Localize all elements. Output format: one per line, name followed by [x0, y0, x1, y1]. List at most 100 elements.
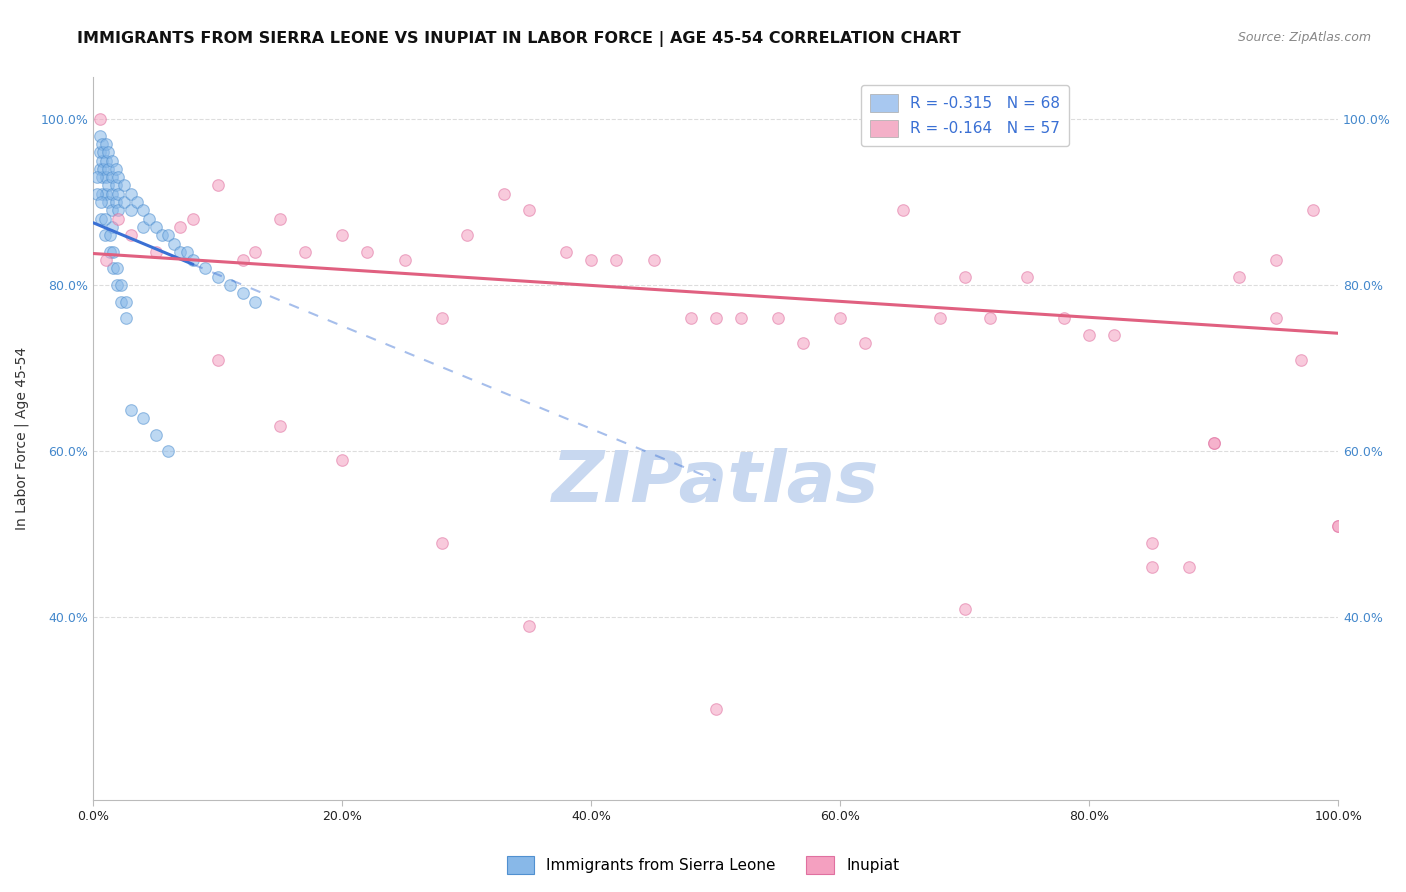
Point — [91, 170, 114, 185]
Point — [953, 602, 976, 616]
Point — [163, 236, 186, 251]
Point — [97, 161, 120, 176]
Point — [107, 170, 129, 185]
Point — [232, 253, 254, 268]
Point — [97, 194, 120, 209]
Point — [114, 178, 136, 193]
Point — [394, 253, 416, 268]
Point — [643, 253, 665, 268]
Point — [91, 136, 114, 151]
Point — [1202, 436, 1225, 450]
Point — [517, 618, 540, 632]
Point — [120, 402, 142, 417]
Point — [104, 178, 127, 193]
Point — [93, 228, 115, 243]
Point — [1140, 560, 1163, 574]
Point — [94, 136, 117, 151]
Point — [114, 294, 136, 309]
Text: Source: ZipAtlas.com: Source: ZipAtlas.com — [1237, 31, 1371, 45]
Legend: Immigrants from Sierra Leone, Inupiat: Immigrants from Sierra Leone, Inupiat — [501, 850, 905, 880]
Point — [704, 702, 727, 716]
Point — [120, 228, 142, 243]
Point — [90, 211, 112, 226]
Point — [181, 253, 204, 268]
Point — [219, 278, 242, 293]
Point — [356, 244, 378, 259]
Point — [1289, 352, 1312, 367]
Point — [114, 311, 136, 326]
Point — [91, 186, 114, 201]
Point — [107, 203, 129, 218]
Point — [207, 178, 229, 193]
Point — [145, 427, 167, 442]
Point — [194, 261, 217, 276]
Point — [120, 186, 142, 201]
Point — [430, 311, 453, 326]
Point — [1015, 269, 1038, 284]
Point — [294, 244, 316, 259]
Point — [101, 170, 124, 185]
Point — [132, 411, 155, 425]
Point — [953, 269, 976, 284]
Point — [132, 219, 155, 234]
Point — [207, 352, 229, 367]
Point — [1265, 311, 1288, 326]
Point — [86, 186, 108, 201]
Point — [243, 244, 266, 259]
Point — [145, 244, 167, 259]
Point — [555, 244, 578, 259]
Point — [98, 228, 121, 243]
Text: ZIPatlas: ZIPatlas — [553, 448, 880, 516]
Point — [120, 203, 142, 218]
Point — [766, 311, 789, 326]
Point — [86, 170, 108, 185]
Point — [330, 228, 353, 243]
Point — [110, 294, 132, 309]
Legend: R = -0.315   N = 68, R = -0.164   N = 57: R = -0.315 N = 68, R = -0.164 N = 57 — [860, 85, 1069, 146]
Point — [103, 261, 125, 276]
Point — [1178, 560, 1201, 574]
Text: IMMIGRANTS FROM SIERRA LEONE VS INUPIAT IN LABOR FORCE | AGE 45-54 CORRELATION C: IMMIGRANTS FROM SIERRA LEONE VS INUPIAT … — [77, 31, 962, 47]
Point — [456, 228, 478, 243]
Point — [91, 153, 114, 168]
Point — [928, 311, 950, 326]
Point — [169, 244, 191, 259]
Point — [1202, 436, 1225, 450]
Point — [101, 153, 124, 168]
Point — [891, 203, 914, 218]
Point — [517, 203, 540, 218]
Point — [269, 419, 291, 434]
Point — [853, 336, 876, 351]
Point — [114, 194, 136, 209]
Point — [89, 161, 111, 176]
Point — [145, 219, 167, 234]
Point — [104, 161, 127, 176]
Point — [97, 145, 120, 160]
Point — [1053, 311, 1076, 326]
Point — [93, 211, 115, 226]
Point — [1227, 269, 1250, 284]
Point — [792, 336, 814, 351]
Point — [679, 311, 702, 326]
Point — [89, 128, 111, 143]
Point — [1265, 253, 1288, 268]
Point — [1327, 519, 1350, 533]
Point — [94, 186, 117, 201]
Point — [157, 444, 180, 458]
Point — [103, 244, 125, 259]
Point — [1078, 327, 1101, 342]
Point — [181, 211, 204, 226]
Point — [605, 253, 627, 268]
Point — [138, 211, 160, 226]
Point — [494, 186, 516, 201]
Point — [125, 194, 148, 209]
Point — [107, 211, 129, 226]
Point — [176, 244, 198, 259]
Point — [979, 311, 1001, 326]
Point — [269, 211, 291, 226]
Point — [101, 203, 124, 218]
Point — [94, 170, 117, 185]
Point — [89, 145, 111, 160]
Point — [94, 253, 117, 268]
Point — [94, 153, 117, 168]
